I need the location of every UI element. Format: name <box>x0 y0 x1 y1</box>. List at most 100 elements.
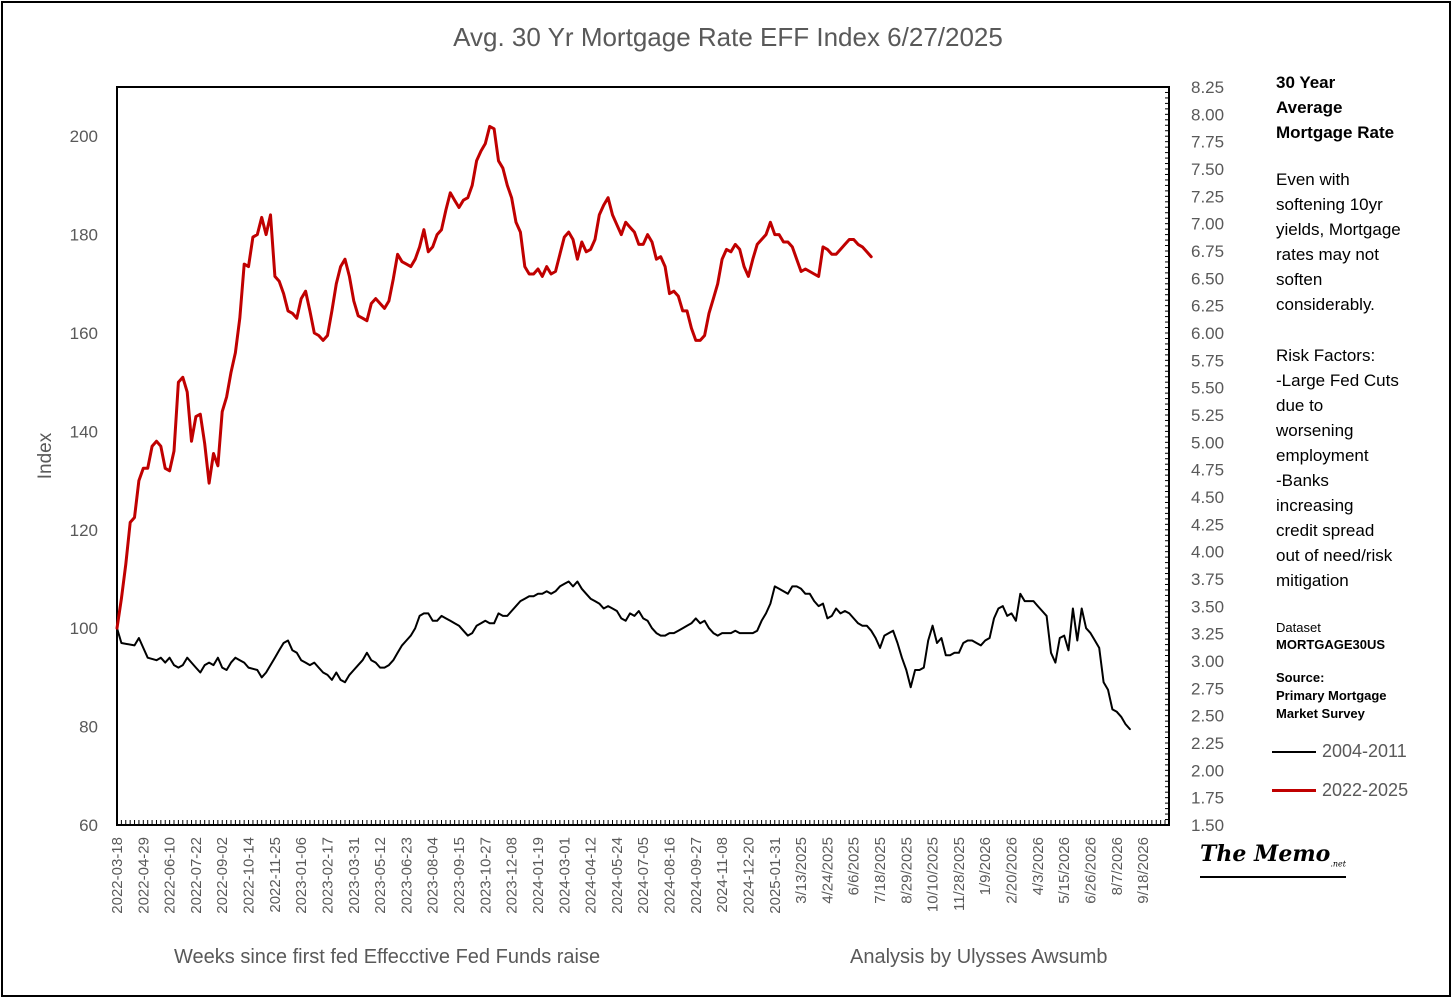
y2-tick-label: 5.00 <box>1191 433 1224 452</box>
y2-tick-label: 1.50 <box>1191 816 1224 835</box>
y2-tick-label: 6.00 <box>1191 324 1224 343</box>
x-tick-label: 4/3/2026 <box>1030 837 1047 895</box>
x-tick-label: 8/7/2026 <box>1109 837 1126 895</box>
series-line-2022-2025 <box>115 124 873 630</box>
source-text: Source: Primary Mortgage Market Survey <box>1276 670 1387 721</box>
x-tick-label: 2024-07-05 <box>635 837 652 914</box>
legend-label: 2022-2025 <box>1322 780 1409 800</box>
y2-tick-label: 6.75 <box>1191 242 1224 261</box>
y-axis-right: 1.50 1.75 2.00 2.25 2.50 2.75 3.00 3.25 3.50 3.75… <box>1165 78 1224 835</box>
analysis-credit: Analysis by Ulysses Awsumb <box>850 946 1108 968</box>
x-tick-label: 6/26/2026 <box>1082 837 1099 904</box>
y-tick-label: 180 <box>70 226 98 245</box>
y2-tick-label: 5.50 <box>1191 379 1224 398</box>
y2-tick-label: 3.50 <box>1191 597 1224 616</box>
y2-tick-label: 3.75 <box>1191 570 1224 589</box>
y2-tick-label: 5.75 <box>1191 351 1224 370</box>
the-memo-logo: The Memo.net <box>1200 841 1346 879</box>
y-tick-label: 120 <box>70 521 98 540</box>
y2-tick-label: 2.00 <box>1191 761 1224 780</box>
x-tick-label: 2022-03-18 <box>109 837 126 914</box>
legend-swatch-black <box>1272 750 1316 753</box>
x-tick-label: 2023-01-06 <box>293 837 310 914</box>
y-axis-left: 60 80 100 120 140 160 180 200 <box>70 127 98 835</box>
x-tick-label: 2/20/2026 <box>1004 837 1021 904</box>
y2-tick-label: 8.00 <box>1191 105 1224 124</box>
risk-factors-text: Risk Factors: -Large Fed Cuts due to wor… <box>1276 346 1399 590</box>
x-tick-label: 2024-11-08 <box>714 837 731 913</box>
y-tick-label: 160 <box>70 324 98 343</box>
series-line-2004-2011 <box>116 580 1131 731</box>
x-tick-label: 10/10/2025 <box>925 837 942 912</box>
y-tick-label: 80 <box>79 718 98 737</box>
legend-item-2022-2025: 2022-2025 <box>1272 780 1408 801</box>
side-panel: 30 Year Average Mortgage Rate Even with … <box>1276 70 1452 723</box>
x-tick-label: 9/18/2026 <box>1135 837 1152 904</box>
logo-name: The Memo <box>1200 841 1331 867</box>
x-tick-label: 2022-06-10 <box>162 837 179 914</box>
y2-tick-label: 6.50 <box>1191 269 1224 288</box>
y-tick-label: 100 <box>70 619 98 638</box>
x-tick-label: 8/29/2025 <box>898 837 915 904</box>
side-panel-heading: 30 Year Average Mortgage Rate <box>1276 73 1395 142</box>
series-layer <box>115 124 1131 731</box>
x-tick-label: 5/15/2026 <box>1056 837 1073 904</box>
legend-swatch-red <box>1272 789 1316 792</box>
y2-tick-label: 7.50 <box>1191 160 1224 179</box>
x-tick-label: 2023-10-27 <box>477 837 494 914</box>
x-tick-label: 2023-08-04 <box>425 837 442 914</box>
x-tick-label: 2023-03-31 <box>346 837 363 914</box>
y2-tick-label: 7.75 <box>1191 133 1224 152</box>
x-tick-label: 6/6/2025 <box>846 837 863 895</box>
y2-tick-label: 7.25 <box>1191 187 1224 206</box>
y-tick-label: 200 <box>70 127 98 146</box>
x-tick-label: 4/24/2025 <box>819 837 836 904</box>
y2-tick-label: 4.75 <box>1191 461 1224 480</box>
x-tick-label: 1/9/2026 <box>977 837 994 895</box>
x-tick-label: 2022-07-22 <box>188 837 205 914</box>
x-tick-label: 2023-06-23 <box>398 837 415 914</box>
y2-tick-label: 5.25 <box>1191 406 1224 425</box>
x-tick-label: 2024-12-20 <box>740 837 757 914</box>
x-tick-label: 2024-08-16 <box>662 837 679 914</box>
y2-tick-label: 7.00 <box>1191 215 1224 234</box>
y2-tick-label: 2.50 <box>1191 707 1224 726</box>
side-panel-body: Even with softening 10yr yields, Mortgag… <box>1276 170 1401 314</box>
x-tick-label: 2025-01-31 <box>767 837 784 914</box>
y2-tick-label: 6.25 <box>1191 297 1224 316</box>
y2-tick-label: 3.25 <box>1191 625 1224 644</box>
y2-tick-label: 3.00 <box>1191 652 1224 671</box>
x-tick-label: 7/18/2025 <box>872 837 889 904</box>
y2-tick-label: 4.00 <box>1191 543 1224 562</box>
x-tick-label: 2023-09-15 <box>451 837 468 914</box>
x-tick-label: 2022-09-02 <box>214 837 231 914</box>
legend-label: 2004-2011 <box>1322 741 1407 761</box>
y2-tick-label: 2.25 <box>1191 734 1224 753</box>
x-tick-label: 2024-05-24 <box>609 837 626 914</box>
y2-tick-label: 8.25 <box>1191 78 1224 97</box>
x-axis: 2022-03-18 2022-04-29 2022-06-10 2022-07-22… <box>109 820 1166 914</box>
y-tick-label: 60 <box>79 816 98 835</box>
x-tick-label: 2024-03-01 <box>556 837 573 914</box>
y2-tick-label: 2.75 <box>1191 679 1224 698</box>
x-axis-title: Weeks since first fed Effecctive Fed Fun… <box>174 946 601 968</box>
x-tick-label: 2023-02-17 <box>319 837 336 914</box>
x-tick-label: 3/13/2025 <box>793 837 810 904</box>
x-tick-label: 2024-09-27 <box>688 837 705 914</box>
y2-tick-label: 4.50 <box>1191 488 1224 507</box>
legend-item-2004-2011: 2004-2011 <box>1272 741 1407 762</box>
y-tick-label: 140 <box>70 422 98 441</box>
x-tick-label: 2024-01-19 <box>530 837 547 914</box>
dataset-value: MORTGAGE30US <box>1276 637 1386 652</box>
y2-tick-label: 1.75 <box>1191 789 1224 808</box>
x-tick-label: 2023-05-12 <box>372 837 389 914</box>
y-axis-title: Index <box>35 432 56 479</box>
x-tick-label: 2023-12-08 <box>504 837 521 914</box>
x-tick-label: 2022-04-29 <box>135 837 152 914</box>
logo-suffix: .net <box>1330 859 1346 869</box>
x-tick-label: 2022-11-25 <box>267 837 284 913</box>
x-tick-label: 11/28/2025 <box>951 837 968 911</box>
y2-tick-label: 4.25 <box>1191 515 1224 534</box>
